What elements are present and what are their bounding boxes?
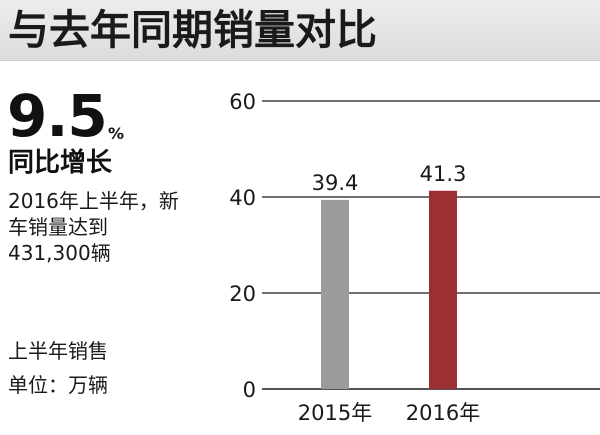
- description-line-1: 2016年上半年，新: [8, 189, 179, 213]
- bar-1: [429, 190, 457, 389]
- growth-label: 同比增长: [8, 148, 113, 178]
- x-tick-label-0: 2015年: [298, 401, 372, 425]
- y-tick-label-20: 20: [229, 282, 256, 306]
- x-tick-label-1: 2016年: [406, 401, 480, 425]
- description-line-3: 431,300辆: [8, 241, 111, 265]
- unit-note: 单位：万辆: [8, 373, 108, 397]
- data-label-1: 41.3: [420, 162, 467, 186]
- y-tick-label-40: 40: [229, 186, 256, 210]
- data-label-0: 39.4: [312, 171, 359, 195]
- bar-0: [321, 199, 349, 389]
- growth-unit: %: [108, 124, 125, 143]
- y-tick-label-0: 0: [243, 378, 256, 402]
- sales-period-note: 上半年销售: [8, 339, 108, 363]
- growth-value: 9.5: [7, 82, 108, 150]
- header-band: 与去年同期销量对比: [0, 0, 600, 61]
- y-tick-label-60: 60: [229, 90, 256, 114]
- page-title: 与去年同期销量对比: [8, 6, 377, 54]
- description-line-2: 车销量达到: [8, 215, 108, 239]
